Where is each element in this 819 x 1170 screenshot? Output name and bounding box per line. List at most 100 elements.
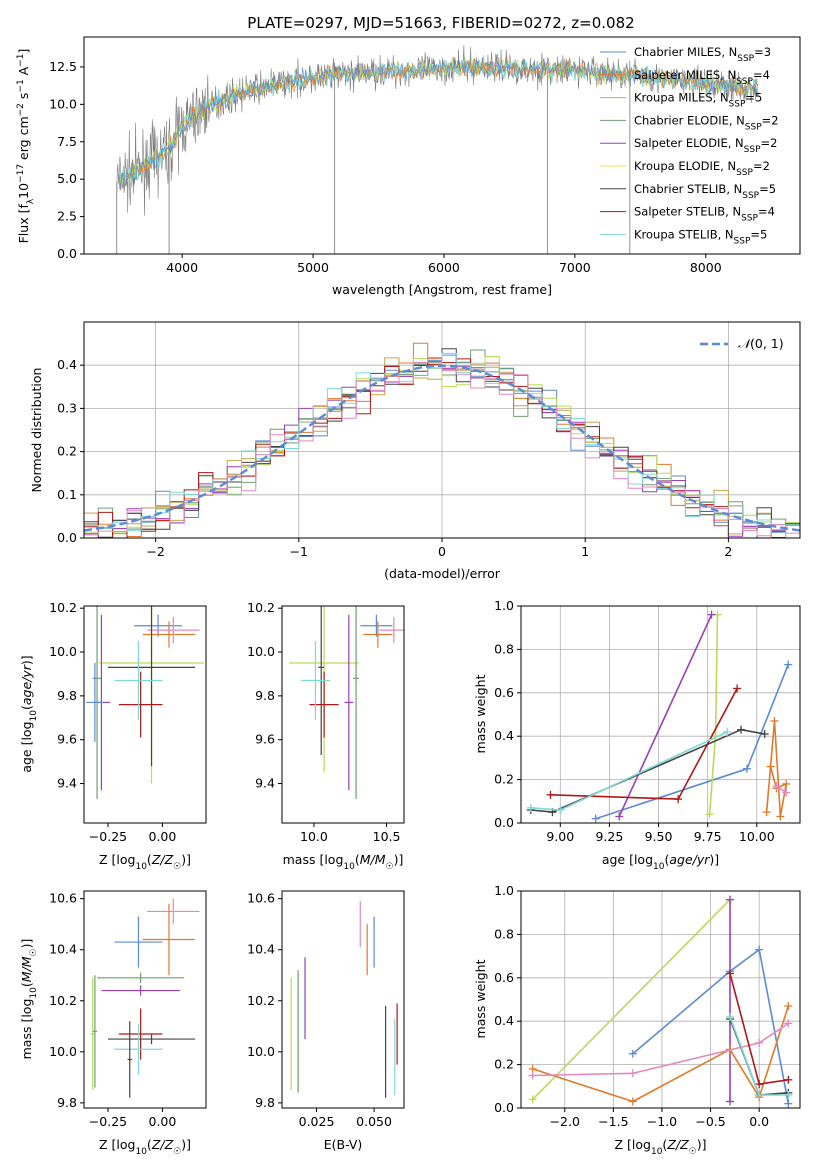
- axes-frame: [83, 321, 801, 539]
- axes-frame: [83, 890, 207, 1109]
- y-tick-label: 0.6: [494, 685, 514, 700]
- label-part: SSP: [741, 214, 758, 224]
- legend-entry: Kroupa MILES, NSSP=5: [634, 91, 762, 110]
- y-tick-label: 10.0: [247, 644, 275, 659]
- x-tick-label: −1.0: [647, 1114, 677, 1129]
- x-axis-label: Z [log10(Z/Z☉)]: [99, 1137, 191, 1157]
- error-bars: [290, 901, 398, 1098]
- x-tick-label: 6000: [428, 260, 460, 275]
- y-tick-label: 0.0: [57, 246, 77, 261]
- label-part: SSP: [742, 191, 759, 201]
- label-part: (: [147, 1137, 152, 1152]
- x-tick-label: 5000: [297, 260, 329, 275]
- model-spectrum-line: [119, 57, 759, 187]
- label-part: )]: [697, 1137, 707, 1152]
- label-part: SSP: [734, 236, 751, 246]
- label-part: Z [log: [99, 1137, 135, 1152]
- y-tick-label: 9.4: [255, 776, 275, 791]
- axes-frame: [281, 605, 405, 824]
- label-part: Kroupa STELIB, N: [634, 227, 734, 241]
- label-part: SSP: [744, 145, 761, 155]
- y-tick-label: 0.4: [494, 1013, 514, 1028]
- spectrum-panel: 4000 5000 6000 7000 8000 0.0 2.5 5.0 7.5 10.0 12.5…: [16, 36, 801, 297]
- weight-vs-metallicity-panel: −2.0 −1.5 −1.0 −0.5 0.0 0.0 0.2 0.4 0.6 0.8 1.0 Z […: [473, 883, 801, 1157]
- weight-series-line: [530, 728, 765, 813]
- y-tick-label: 10.0: [49, 96, 77, 111]
- label-part: SSP: [737, 54, 754, 64]
- y-tick-label: 10.0: [247, 1044, 275, 1059]
- y-tick-label: 9.8: [57, 1095, 77, 1110]
- label-part: =5: [759, 182, 776, 196]
- label-part: Chabrier STELIB, N: [634, 182, 742, 196]
- y-tick-label: 1.0: [494, 598, 514, 613]
- label-part: λ: [26, 198, 36, 204]
- x-tick-label: −1.5: [598, 1114, 628, 1129]
- label-part: =4: [758, 205, 775, 219]
- label-part: =2: [753, 159, 770, 173]
- y-tick-label: 0.4: [57, 357, 77, 372]
- label-part: Salpeter ELODIE, N: [634, 136, 744, 150]
- label-part: =4: [753, 68, 770, 82]
- y-tick-label: 9.8: [255, 688, 275, 703]
- y-tick-label: 12.5: [49, 59, 77, 74]
- x-tick-label: −2.0: [550, 1114, 580, 1129]
- error-bars: [289, 606, 404, 799]
- x-tick-label: 10.00: [739, 829, 775, 844]
- y-tick-label: 9.8: [57, 688, 77, 703]
- label-part: s: [16, 93, 31, 104]
- label-part: ☉: [29, 948, 39, 956]
- y-tick-label: 0.0: [57, 530, 77, 545]
- age-vs-mass-panel: 10.0 10.5 9.4 9.6 9.8 10.0 10.2 mass [log10(M/M…: [247, 600, 405, 872]
- label-part: Salpeter STELIB, N: [634, 205, 741, 219]
- label-part: −2: [16, 103, 26, 116]
- label-part: 10: [135, 1147, 147, 1157]
- axes-frame: [520, 605, 801, 824]
- x-tick-label: −1: [290, 544, 308, 559]
- y-tick-label: 9.6: [255, 732, 275, 747]
- y-tick-label: 9.8: [255, 1095, 275, 1110]
- mass-vs-extinction-panel: 0.025 0.050 9.8 10.0 10.2 10.4 10.6 E(B-V): [247, 890, 405, 1152]
- label-part: Kroupa MILES, N: [634, 91, 729, 105]
- label-part: Z [log: [99, 852, 135, 867]
- normal-curve: [84, 364, 800, 532]
- label-part: 10: [653, 862, 665, 872]
- y-tick-label: 10.4: [247, 942, 275, 957]
- label-part: SSP: [736, 77, 753, 87]
- label-part: Z [log: [615, 1137, 651, 1152]
- label-part: −17: [16, 164, 26, 183]
- y-tick-label: 9.6: [57, 732, 77, 747]
- label-part: −1: [16, 54, 26, 67]
- legend-entry: Chabrier MILES, NSSP=3: [634, 45, 771, 64]
- label-part: SSP: [745, 122, 762, 132]
- x-tick-label: 2: [724, 544, 732, 559]
- label-part: Z/Z: [666, 1137, 689, 1152]
- y-tick-label: 0.2: [494, 772, 514, 787]
- label-part: =5: [745, 91, 762, 105]
- y-tick-label: 0.0: [494, 815, 514, 830]
- x-tick-label: 0.025: [299, 1114, 335, 1129]
- axes-frame: [83, 605, 207, 824]
- label-part: M/M: [360, 852, 386, 867]
- x-tick-label: −0.25: [89, 1114, 127, 1129]
- x-tick-label: 0.0: [749, 1114, 769, 1129]
- label-part: (: [355, 852, 360, 867]
- x-axis-label: wavelength [Angstrom, rest frame]: [332, 282, 552, 297]
- label-part: )]: [19, 939, 34, 949]
- x-tick-label: 1: [581, 544, 589, 559]
- y-tick-label: 1.0: [494, 883, 514, 898]
- label-part: 10: [343, 862, 355, 872]
- label-part: 10: [135, 862, 147, 872]
- age-vs-metallicity-panel: −0.25 0.009.49.69.810.010.2Z [log10(Z/Z☉)…: [19, 600, 207, 872]
- weight-series-line: [532, 1022, 789, 1077]
- label-part: )]: [181, 852, 191, 867]
- y-tick-label: 10.6: [247, 891, 275, 906]
- label-part: ☉: [386, 862, 394, 872]
- y-axis-label: mass weight: [473, 674, 488, 753]
- label-part: mass [log: [19, 999, 34, 1060]
- x-axis-label: E(B-V): [324, 1137, 363, 1152]
- legend-entry: Kroupa STELIB, NSSP=5: [634, 227, 767, 246]
- legend-entry: Salpeter MILES, NSSP=4: [634, 68, 770, 87]
- x-tick-label: 0.050: [356, 1114, 392, 1129]
- label-part: (: [19, 982, 34, 987]
